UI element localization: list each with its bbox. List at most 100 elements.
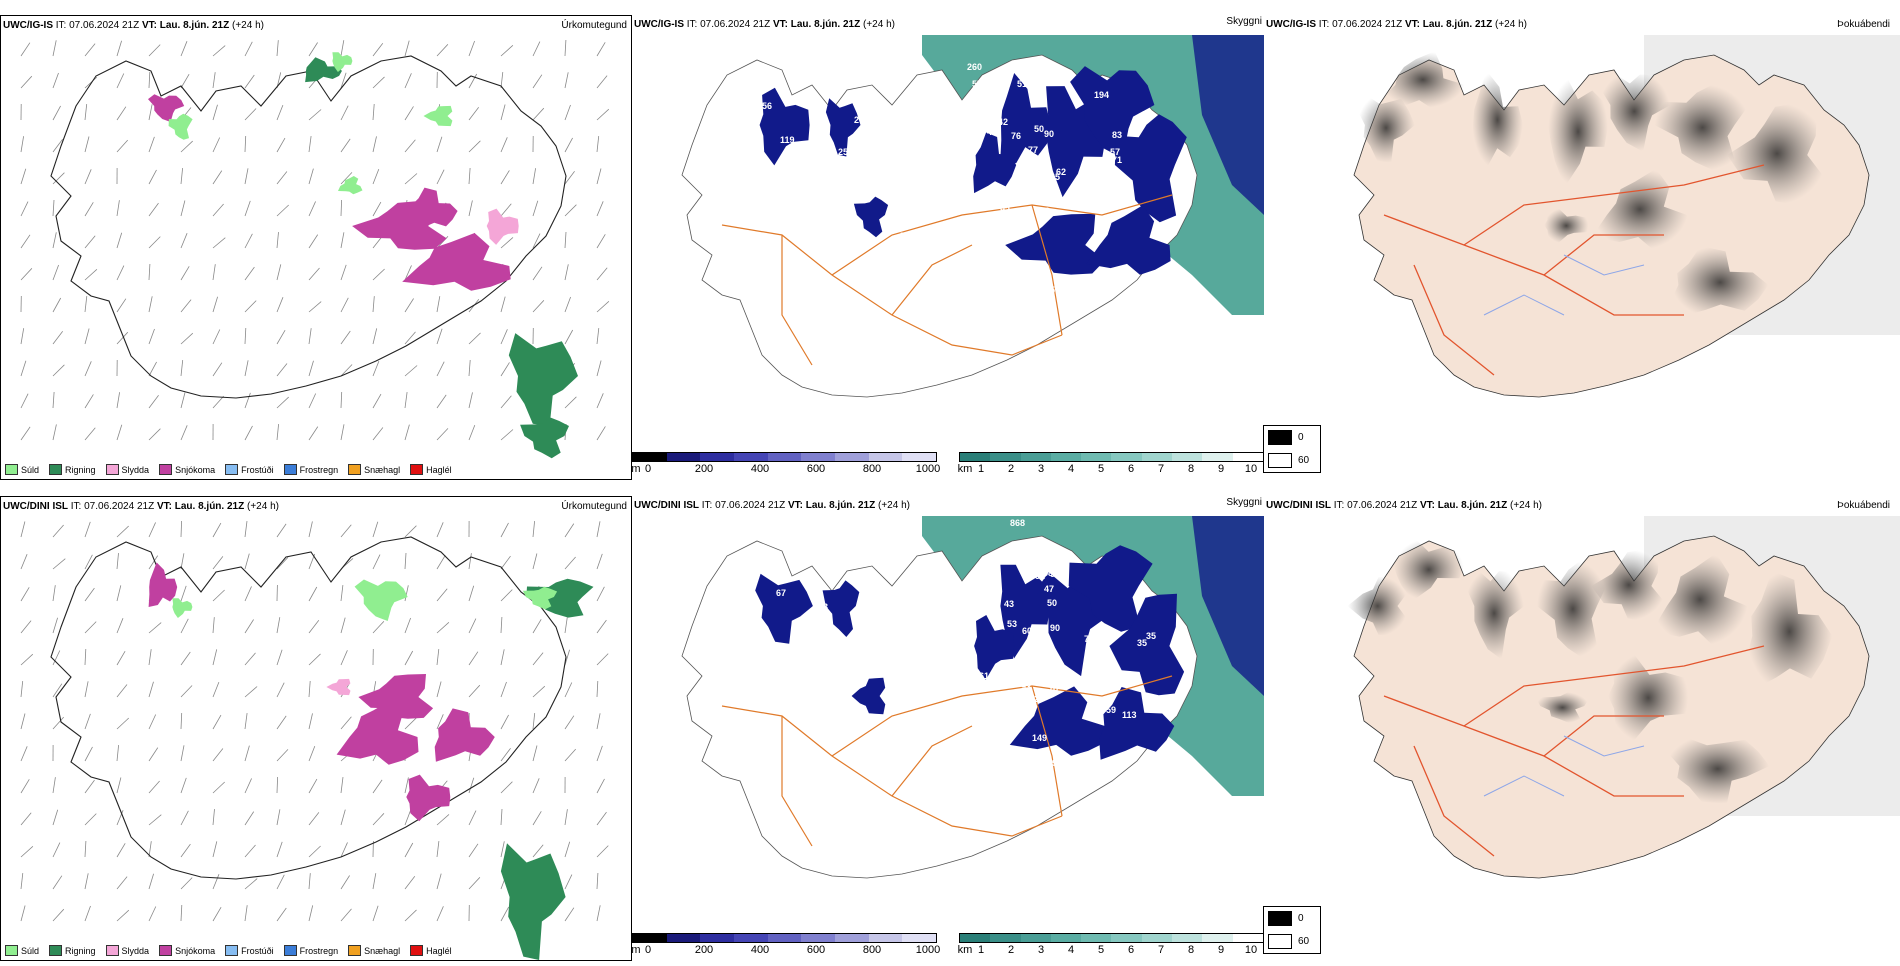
precip-legend-swatch: [225, 945, 238, 956]
wind-barb: [309, 268, 320, 280]
wind-barb: [245, 234, 252, 248]
wind-barb: [117, 810, 123, 825]
height-colorbar-segment: [768, 453, 802, 461]
fog-legend-swatch-white: [1268, 453, 1292, 468]
wind-barb: [117, 585, 121, 601]
wind-barb: [341, 585, 343, 601]
wind-barb: [85, 428, 95, 440]
wind-barb: [21, 873, 23, 889]
wind-barb: [405, 106, 414, 120]
wind-barb: [469, 141, 480, 152]
wind-barb: [565, 809, 567, 825]
fog-legend-item: 0: [1264, 907, 1320, 930]
wind-barb: [213, 782, 225, 793]
wind-barb: [213, 72, 215, 88]
precip-area: [338, 176, 363, 194]
cloud-base-value: 43: [1004, 599, 1014, 609]
wind-barb: [181, 300, 191, 312]
wind-barb: [21, 906, 25, 922]
wind-barb: [53, 331, 63, 344]
wind-barb: [85, 202, 93, 216]
visibility-colorbar-segment: [1233, 453, 1263, 461]
wind-barb: [597, 713, 600, 729]
visibility-colorbar-segment: [1081, 934, 1111, 942]
wind-barb: [437, 44, 448, 56]
wind-barb: [53, 73, 59, 88]
wind-barb: [341, 392, 342, 408]
wind-barb: [245, 845, 256, 857]
wind-barb: [501, 204, 511, 216]
wind-barb: [53, 810, 58, 825]
wind-barb: [21, 235, 30, 248]
wind-barb: [501, 556, 511, 569]
precip-legend-item: Súld: [5, 945, 39, 956]
cloud-base-value: 63: [797, 651, 807, 661]
fog-legend-label: 60: [1298, 936, 1309, 947]
lead-time: (+24 h): [247, 501, 279, 512]
wind-barb: [181, 652, 190, 665]
wind-barb: [85, 236, 95, 248]
precip-legend-item: Snæhagl: [348, 464, 400, 475]
wind-barb: [501, 396, 511, 408]
precip-legend-swatch: [159, 945, 172, 956]
wind-barb: [501, 907, 509, 921]
wind-barb: [181, 74, 189, 88]
visibility-colorbar-segment: [1202, 934, 1232, 942]
wind-barb: [565, 138, 573, 152]
visibility-tick: 1: [978, 944, 984, 956]
cloud-base-value: 88: [1047, 666, 1057, 676]
precip-legend-label: Slydda: [122, 465, 150, 475]
wind-barb: [213, 715, 221, 729]
wind-barb: [117, 200, 119, 216]
panel-label-visibility: Skyggni: [1226, 16, 1262, 27]
wind-barb: [53, 909, 64, 921]
wind-barb: [533, 845, 543, 857]
wind-barb: [501, 782, 512, 793]
wind-barb: [469, 168, 470, 184]
wind-barb: [277, 397, 289, 408]
wind-barb: [21, 554, 27, 569]
visibility-colorbar-segment: [1081, 453, 1111, 461]
wind-barb: [565, 557, 576, 569]
wind-barb: [245, 554, 249, 569]
wind-barb: [117, 877, 127, 889]
precip-area: [406, 775, 450, 822]
cloud-base-value: 52: [1035, 571, 1045, 581]
wind-barb: [277, 716, 286, 729]
cloud-base-value: 35: [1137, 638, 1147, 648]
visibility-unit: km: [958, 463, 973, 475]
wind-barb: [341, 424, 344, 440]
wind-barb: [245, 905, 247, 921]
precip-legend-label: Snjókoma: [175, 946, 215, 956]
fog-legend-item: 60: [1264, 449, 1320, 472]
wind-barb: [85, 747, 93, 761]
wind-barb: [405, 140, 415, 152]
precip-legend-swatch: [284, 464, 297, 475]
vt-value: Lau. 8.jún. 21Z: [160, 20, 229, 31]
wind-barb: [245, 109, 256, 121]
visibility-tick: 3: [1038, 944, 1044, 956]
wind-barb: [469, 877, 480, 889]
cloud-base-value: 78: [1088, 752, 1098, 762]
precip-legend-item: Frostúði: [225, 464, 274, 475]
wind-barb: [277, 297, 283, 312]
wind-barb: [117, 910, 129, 921]
wind-barb: [309, 681, 310, 697]
wind-barb: [437, 362, 444, 376]
visibility-colorbar-segment: [1021, 934, 1051, 942]
wind-barb: [85, 622, 96, 633]
wind-barb: [53, 424, 56, 440]
wind-barb: [309, 201, 316, 216]
wind-barb: [405, 553, 406, 569]
cloud-base-value: 108: [952, 260, 967, 270]
wind-barb: [53, 585, 55, 601]
wind-barb: [21, 714, 25, 730]
visibility-colorbar-strip: [959, 452, 1264, 462]
fog-map: [1264, 496, 1900, 961]
cloud-base-value: 55: [989, 102, 999, 112]
precip-legend-label: Frostúði: [241, 465, 274, 475]
wind-barb: [533, 267, 542, 280]
fog-panel: UWC/DINI ISL IT: 07.06.2024 21Z VT: Lau.…: [1264, 496, 1900, 961]
it-label: IT:: [687, 19, 698, 30]
wind-barb: [405, 332, 416, 344]
